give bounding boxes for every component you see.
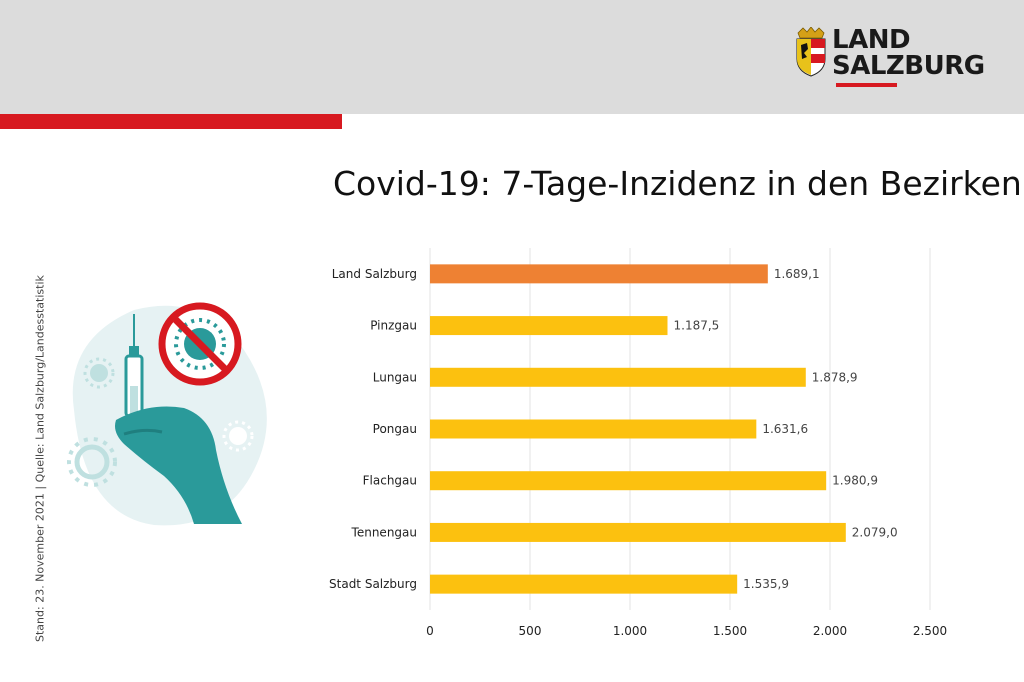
- x-tick-label-2: 1.000: [613, 624, 647, 638]
- value-label-6: 1.535,9: [743, 577, 789, 591]
- value-label-5: 2.079,0: [852, 525, 898, 539]
- hand-icon: [115, 406, 242, 524]
- virus-icon-small: [222, 420, 254, 452]
- value-label-3: 1.631,6: [762, 422, 808, 436]
- value-label-4: 1.980,9: [832, 474, 878, 488]
- bar-6: [430, 574, 738, 594]
- bar-1: [430, 316, 668, 336]
- category-label-0: Land Salzburg: [332, 267, 417, 281]
- category-label-6: Stadt Salzburg: [329, 577, 417, 591]
- category-label-2: Lungau: [373, 370, 417, 384]
- bar-0: [430, 264, 768, 284]
- x-tick-label-1: 500: [519, 624, 542, 638]
- header-bar: [0, 0, 1024, 114]
- virus-icon: [83, 357, 115, 389]
- x-tick-label-5: 2.500: [913, 624, 947, 638]
- logo-line-1: LAND: [832, 25, 911, 55]
- land-salzburg-logo: LAND SALZBURG: [794, 27, 985, 91]
- category-label-1: Pinzgau: [370, 319, 417, 333]
- coat-of-arms-icon: [796, 27, 826, 77]
- virus-outline-icon: [67, 437, 117, 487]
- value-label-2: 1.878,9: [812, 370, 858, 384]
- logo-text: LAND SALZBURG: [832, 27, 985, 79]
- category-label-3: Pongau: [373, 422, 417, 436]
- value-label-1: 1.187,5: [674, 319, 720, 333]
- logo-line-2: SALZBURG: [832, 51, 985, 81]
- bar-3: [430, 419, 757, 439]
- bar-4: [430, 471, 827, 491]
- bar-5: [430, 522, 846, 542]
- value-label-0: 1.689,1: [774, 267, 820, 281]
- x-tick-label-0: 0: [426, 624, 434, 638]
- no-virus-icon: [158, 302, 242, 386]
- x-tick-label-4: 2.000: [813, 624, 847, 638]
- bar-2: [430, 367, 806, 387]
- category-label-4: Flachgau: [363, 474, 417, 488]
- x-tick-label-3: 1.500: [713, 624, 747, 638]
- category-label-5: Tennengau: [351, 525, 417, 539]
- red-accent-strip: [0, 114, 342, 129]
- chart-title: Covid-19: 7-Tage-Inzidenz in den Bezirke…: [333, 164, 1022, 203]
- vaccination-illustration: [67, 302, 267, 526]
- logo-underline: [836, 83, 897, 87]
